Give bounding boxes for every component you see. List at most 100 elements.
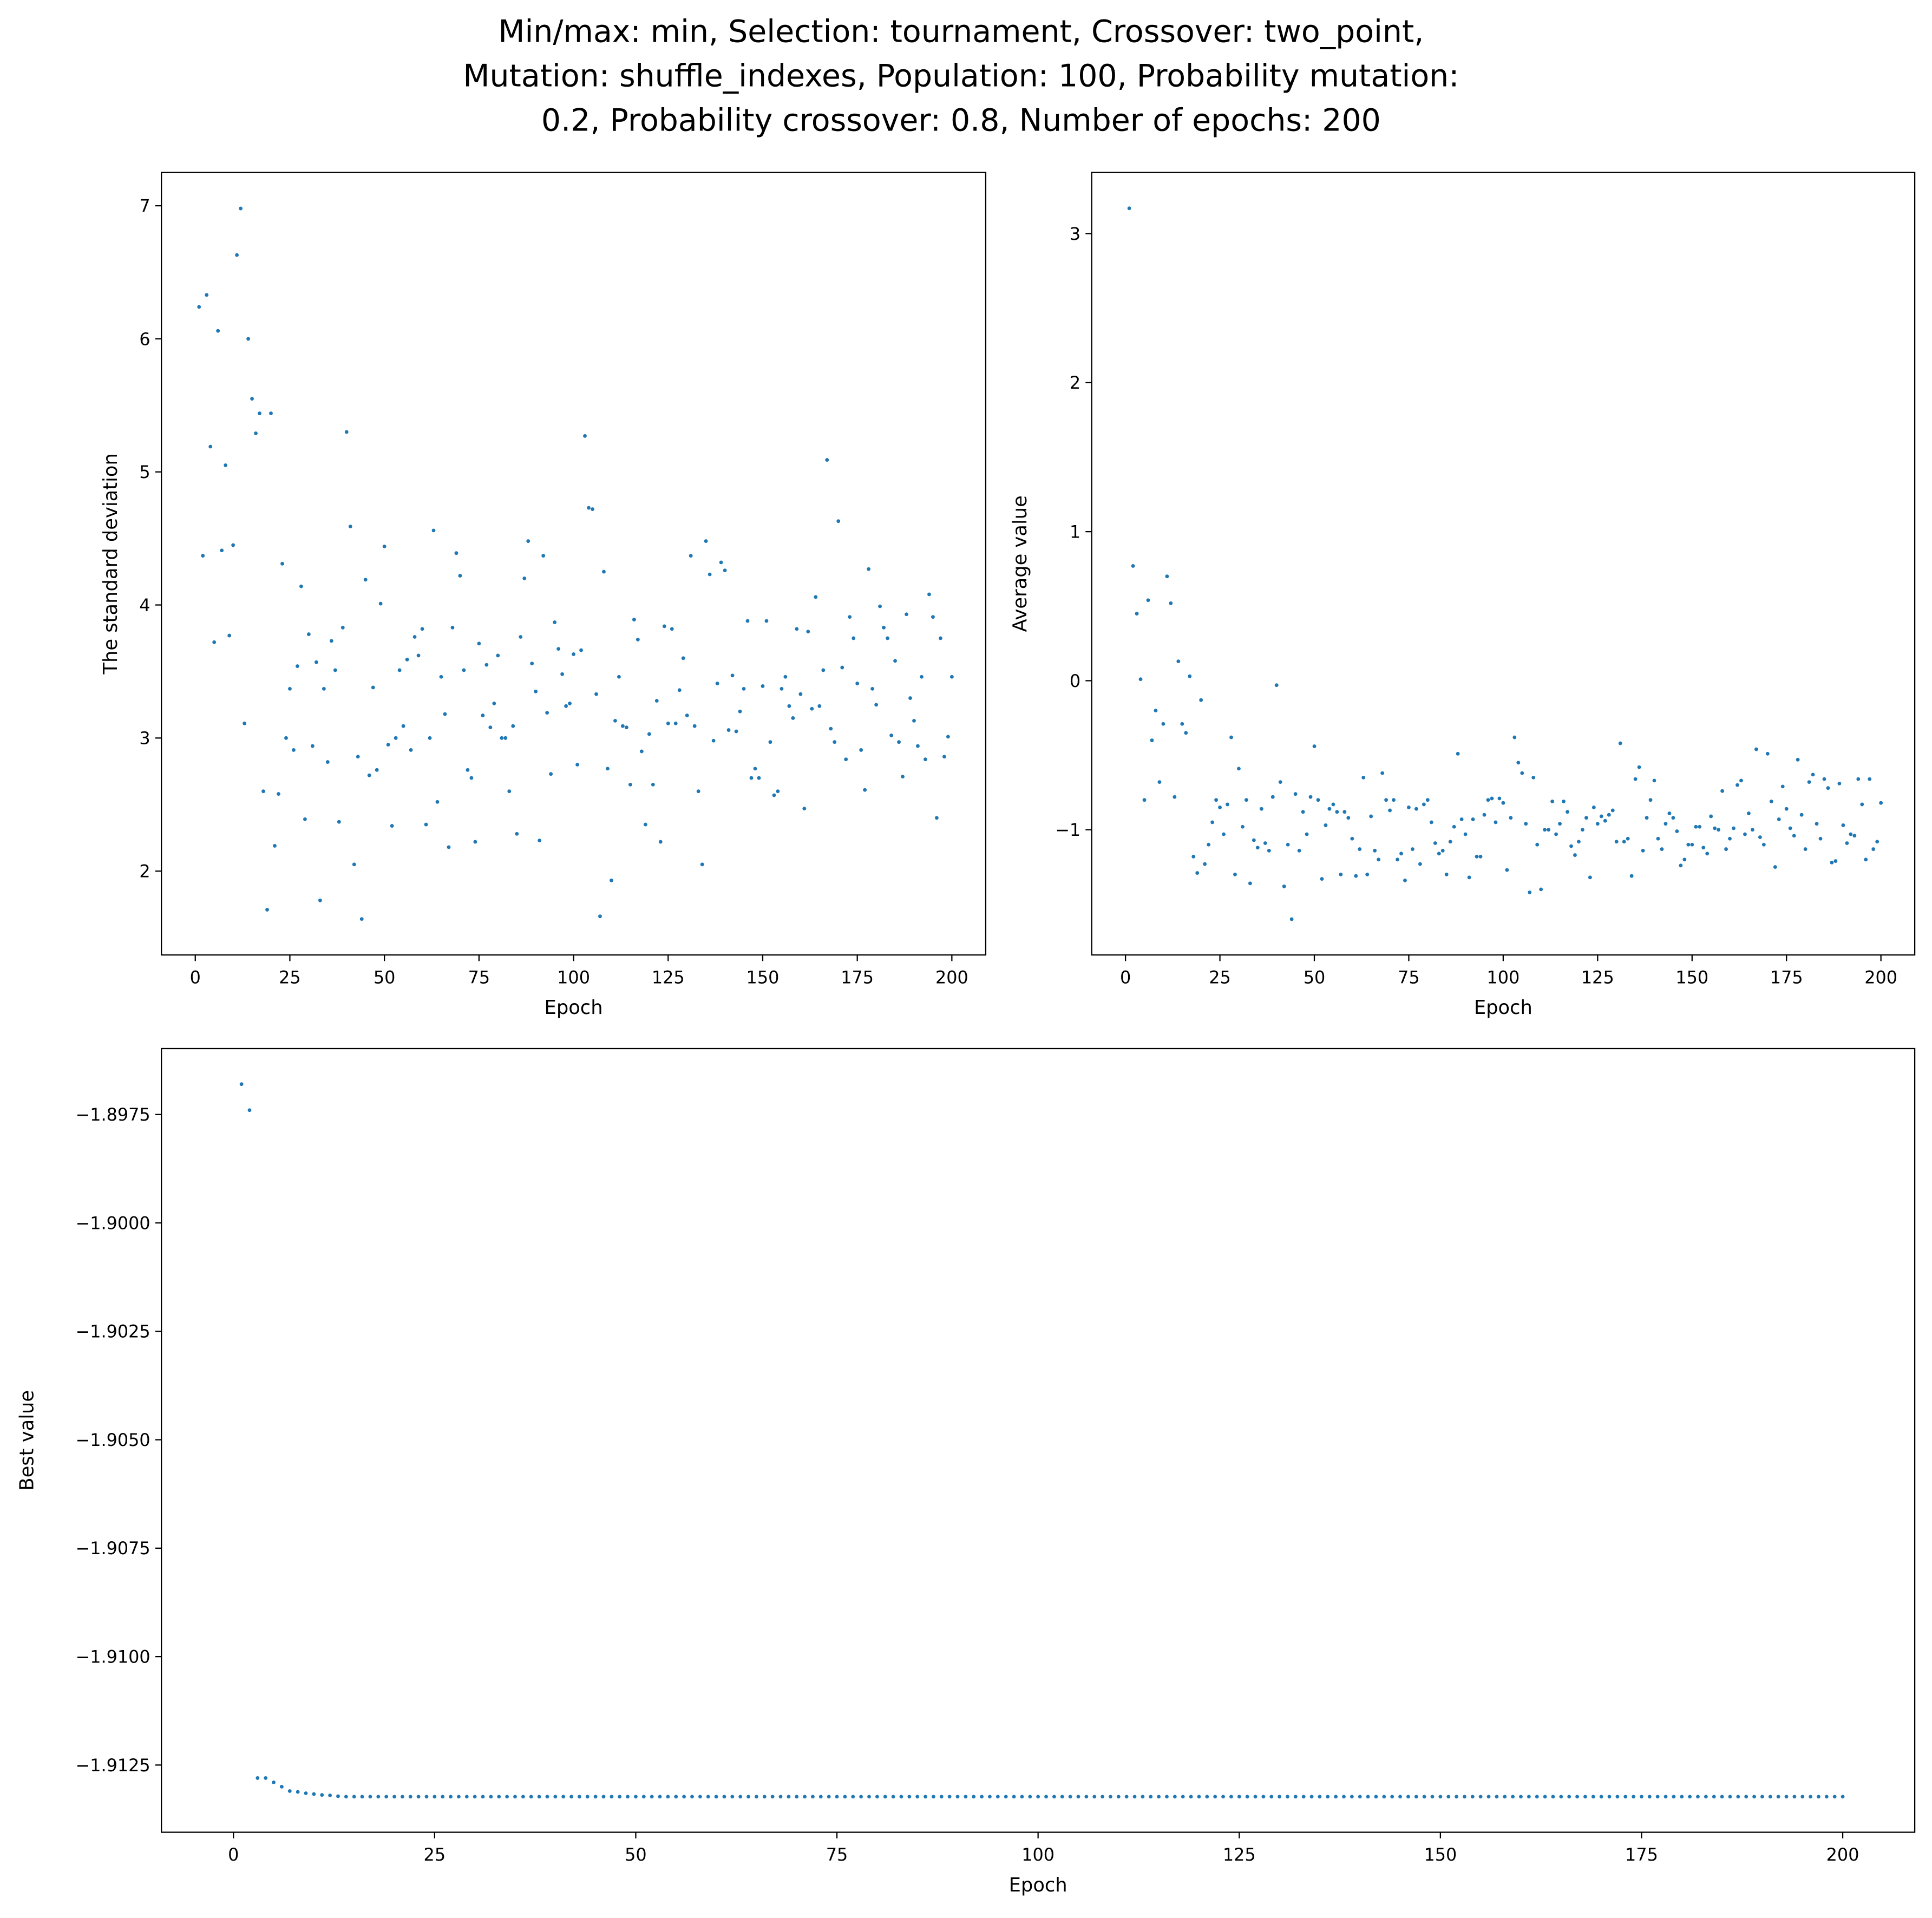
y-tick-label: −1.9050 (76, 1430, 150, 1450)
point (400, 1795, 404, 1799)
point (1282, 884, 1286, 888)
point (1463, 832, 1468, 836)
point (1478, 1795, 1483, 1799)
point (1180, 722, 1184, 726)
point (227, 633, 232, 638)
point (1864, 857, 1868, 862)
point (1566, 810, 1569, 814)
point (1475, 854, 1479, 859)
point (1799, 813, 1804, 817)
point (1543, 1795, 1547, 1799)
point (897, 740, 901, 744)
point (447, 845, 451, 849)
point (296, 664, 299, 669)
point (1575, 1795, 1579, 1799)
point (258, 411, 261, 415)
point (949, 675, 954, 679)
point (1101, 1795, 1104, 1799)
point (545, 1795, 549, 1799)
point (572, 652, 575, 656)
point (1728, 836, 1732, 841)
point (681, 656, 685, 660)
x-tick-label: 150 (1424, 1844, 1457, 1865)
point (507, 789, 512, 794)
point (1335, 810, 1339, 814)
point (1109, 1795, 1112, 1799)
point (1519, 1795, 1523, 1799)
point (560, 672, 565, 676)
point (412, 635, 417, 639)
figure-title: 0.2, Probability crossover: 0.8, Number … (541, 102, 1381, 138)
point (1318, 1795, 1322, 1799)
y-axis-label: The standard deviation (100, 453, 122, 675)
x-tick-label: 0 (228, 1844, 239, 1865)
point (1879, 801, 1883, 805)
point (1720, 1795, 1724, 1799)
point (855, 682, 860, 685)
point (689, 554, 693, 558)
point (980, 1795, 984, 1799)
x-tick-label: 50 (1304, 967, 1326, 987)
point (851, 1795, 855, 1799)
point (1503, 1795, 1507, 1799)
point (1263, 841, 1267, 845)
point (1632, 1795, 1636, 1799)
point (1849, 832, 1853, 836)
point (1709, 814, 1713, 819)
point (1278, 780, 1282, 784)
point (549, 772, 553, 776)
point (564, 704, 568, 708)
point (714, 1795, 718, 1799)
point (613, 718, 617, 723)
point (1261, 1795, 1266, 1799)
point (511, 724, 515, 728)
point (610, 878, 613, 882)
point (503, 736, 508, 740)
point (1203, 862, 1207, 866)
point (1092, 1795, 1097, 1799)
point (1516, 761, 1521, 765)
point (1377, 857, 1381, 862)
point (1705, 852, 1710, 856)
point (692, 724, 697, 728)
point (1149, 1795, 1153, 1799)
point (1455, 1795, 1459, 1799)
point (1165, 1795, 1169, 1799)
point (1233, 872, 1237, 876)
x-tick-label: 0 (190, 967, 201, 987)
point (757, 776, 761, 780)
point (1765, 751, 1770, 756)
point (753, 767, 757, 771)
point (1433, 841, 1437, 845)
point (376, 1795, 381, 1799)
point (1645, 816, 1649, 820)
point (1623, 1795, 1628, 1799)
point (1856, 777, 1861, 781)
point (1422, 802, 1426, 807)
point (269, 411, 273, 415)
point (658, 1795, 662, 1799)
point (277, 792, 280, 796)
point (1551, 1795, 1555, 1799)
point (371, 685, 375, 690)
point (1354, 874, 1358, 878)
point (284, 736, 288, 740)
point (1301, 1795, 1306, 1799)
point (469, 776, 474, 780)
point (1197, 1795, 1201, 1799)
point (1679, 863, 1683, 868)
point (1776, 1795, 1780, 1799)
point (734, 729, 738, 734)
point (568, 702, 572, 705)
point (1728, 1795, 1732, 1799)
point (719, 560, 723, 565)
point (1132, 1795, 1137, 1799)
point (1411, 847, 1414, 851)
point (488, 725, 493, 730)
point (677, 688, 682, 692)
point (336, 1794, 340, 1798)
point (1004, 1795, 1008, 1799)
point (814, 595, 818, 599)
point (1830, 860, 1834, 865)
